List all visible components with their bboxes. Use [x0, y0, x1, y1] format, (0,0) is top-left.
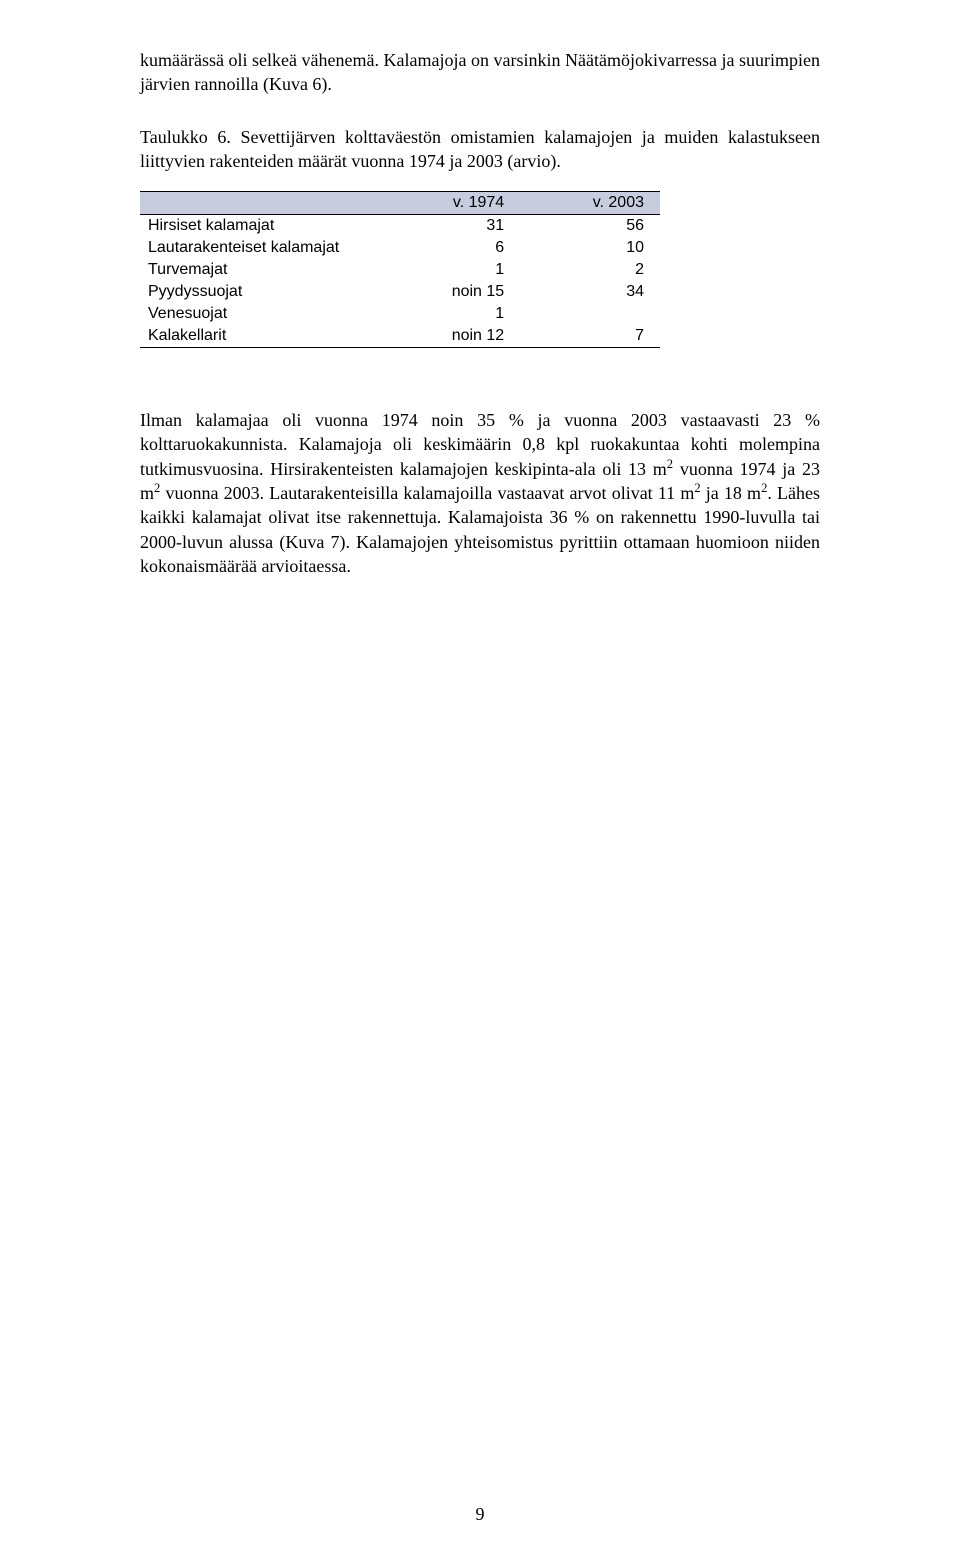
table-cell-value: 10: [520, 237, 660, 259]
table-cell-label: Turvemajat: [140, 259, 380, 281]
table-cell-label: Hirsiset kalamajat: [140, 215, 380, 238]
table-row: Turvemajat 1 2: [140, 259, 660, 281]
table-cell-label: Kalakellarit: [140, 325, 380, 348]
table-header-2003: v. 2003: [520, 192, 660, 215]
table-cell-value: 1: [380, 303, 520, 325]
table-row: Pyydyssuojat noin 15 34: [140, 281, 660, 303]
table-row: Kalakellarit noin 12 7: [140, 325, 660, 348]
page-number: 9: [0, 1504, 960, 1525]
table-caption: Taulukko 6. Sevettijärven kolttaväestön …: [140, 125, 820, 174]
table-header-1974: v. 1974: [380, 192, 520, 215]
table-cell-value: 2: [520, 259, 660, 281]
table-cell-value: 56: [520, 215, 660, 238]
table-cell-value: 34: [520, 281, 660, 303]
table-row: Hirsiset kalamajat 31 56: [140, 215, 660, 238]
table-cell-value: noin 15: [380, 281, 520, 303]
table-header-row: v. 1974 v. 2003: [140, 192, 660, 215]
paragraph-analysis: Ilman kalamajaa oli vuonna 1974 noin 35 …: [140, 408, 820, 578]
document-page: kumäärässä oli selkeä vähenemä. Kalamajo…: [0, 0, 960, 1561]
table-cell-value: 31: [380, 215, 520, 238]
table-body: Hirsiset kalamajat 31 56 Lautarakenteise…: [140, 215, 660, 348]
data-table: v. 1974 v. 2003 Hirsiset kalamajat 31 56…: [140, 191, 660, 348]
table-cell-value: noin 12: [380, 325, 520, 348]
table-row: Venesuojat 1: [140, 303, 660, 325]
table-cell-label: Pyydyssuojat: [140, 281, 380, 303]
table-header-empty: [140, 192, 380, 215]
table-row: Lautarakenteiset kalamajat 6 10: [140, 237, 660, 259]
table-cell-label: Venesuojat: [140, 303, 380, 325]
paragraph-intro: kumäärässä oli selkeä vähenemä. Kalamajo…: [140, 48, 820, 97]
table-cell-value: 7: [520, 325, 660, 348]
table-cell-value: 6: [380, 237, 520, 259]
table-cell-value: 1: [380, 259, 520, 281]
table-container: v. 1974 v. 2003 Hirsiset kalamajat 31 56…: [140, 191, 820, 348]
table-cell-label: Lautarakenteiset kalamajat: [140, 237, 380, 259]
table-cell-value: [520, 303, 660, 325]
